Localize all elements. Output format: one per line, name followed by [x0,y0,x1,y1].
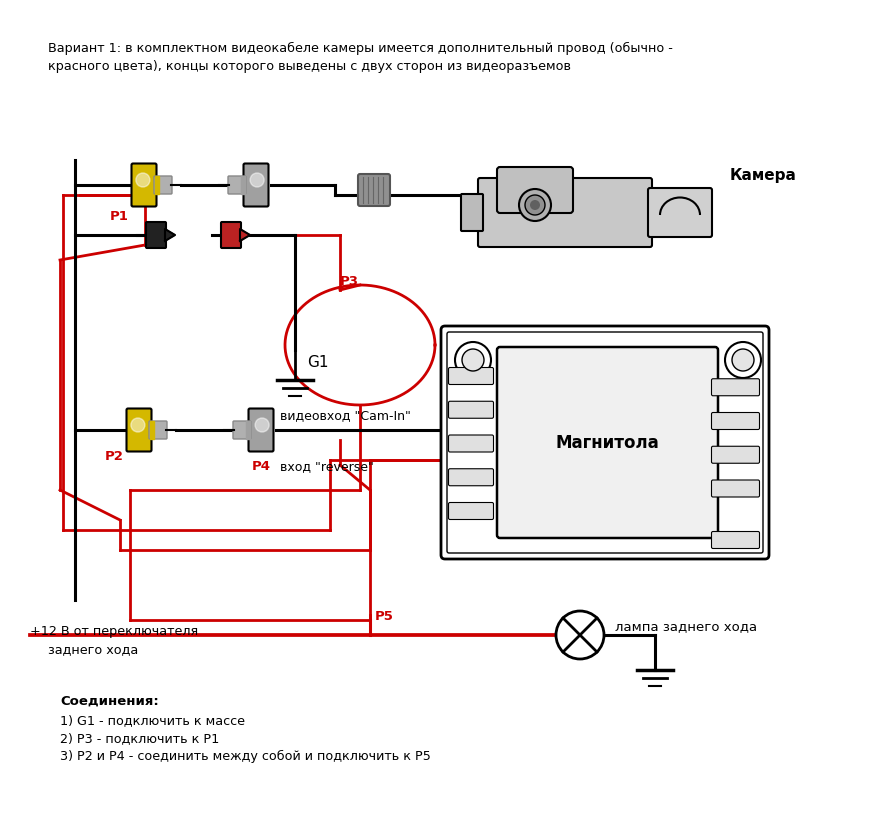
Circle shape [250,173,264,187]
Circle shape [462,349,484,371]
Circle shape [525,195,545,215]
FancyBboxPatch shape [461,194,483,231]
Circle shape [732,349,754,371]
Bar [155,176,159,194]
FancyBboxPatch shape [497,347,718,538]
Text: 3) Р2 и Р4 - соединить между собой и подключить к Р5: 3) Р2 и Р4 - соединить между собой и под… [60,750,431,763]
Text: 1) G1 - подключить к массе: 1) G1 - подключить к массе [60,714,245,727]
Circle shape [725,342,761,378]
FancyBboxPatch shape [149,421,167,439]
FancyBboxPatch shape [648,188,712,237]
Bar [246,421,250,439]
FancyBboxPatch shape [712,412,759,429]
FancyBboxPatch shape [228,176,246,194]
FancyBboxPatch shape [712,378,759,396]
FancyBboxPatch shape [221,222,241,248]
FancyBboxPatch shape [248,409,273,452]
Text: Соединения:: Соединения: [60,695,159,708]
FancyBboxPatch shape [712,531,759,548]
Text: 2) Р3 - подключить к Р1: 2) Р3 - подключить к Р1 [60,732,219,745]
FancyBboxPatch shape [441,326,769,559]
Text: Вариант 1: в комплектном видеокабеле камеры имеется дополнительный провод (обычн: Вариант 1: в комплектном видеокабеле кам… [48,42,673,55]
Circle shape [131,418,145,432]
FancyBboxPatch shape [233,421,251,439]
Circle shape [530,200,540,210]
Polygon shape [165,229,175,241]
Circle shape [255,418,269,432]
FancyBboxPatch shape [358,174,390,206]
FancyBboxPatch shape [132,163,156,207]
Circle shape [136,173,150,187]
FancyBboxPatch shape [243,163,269,207]
Text: вход "reverse": вход "reverse" [280,460,374,473]
Text: Магнитола: Магнитола [556,433,659,452]
FancyBboxPatch shape [146,222,166,248]
Circle shape [556,611,604,659]
FancyBboxPatch shape [448,502,493,520]
Text: P2: P2 [105,450,124,463]
Text: красного цвета), концы которого выведены с двух сторон из видеоразъемов: красного цвета), концы которого выведены… [48,60,571,73]
Text: G1: G1 [307,355,329,370]
FancyBboxPatch shape [448,469,493,486]
Text: лампа заднего хода: лампа заднего хода [615,620,757,633]
FancyBboxPatch shape [447,332,763,553]
Text: P3: P3 [340,275,359,288]
Text: P5: P5 [375,610,394,623]
FancyBboxPatch shape [154,176,172,194]
FancyBboxPatch shape [712,447,759,463]
Text: Камера: Камера [730,168,796,183]
Text: P4: P4 [252,460,271,473]
Polygon shape [240,229,250,241]
FancyBboxPatch shape [712,480,759,497]
Text: P1: P1 [110,210,129,223]
FancyBboxPatch shape [126,409,151,452]
FancyBboxPatch shape [448,368,493,384]
FancyBboxPatch shape [497,167,573,213]
Circle shape [519,189,551,221]
FancyBboxPatch shape [448,435,493,452]
Bar [241,176,245,194]
Text: заднего хода: заднего хода [48,643,138,656]
Text: видеовход "Cam-In": видеовход "Cam-In" [280,409,411,422]
Bar [150,421,154,439]
FancyBboxPatch shape [448,401,493,418]
FancyBboxPatch shape [478,178,652,247]
Text: +12 В от переключателя: +12 В от переключателя [30,625,198,638]
Circle shape [455,342,491,378]
